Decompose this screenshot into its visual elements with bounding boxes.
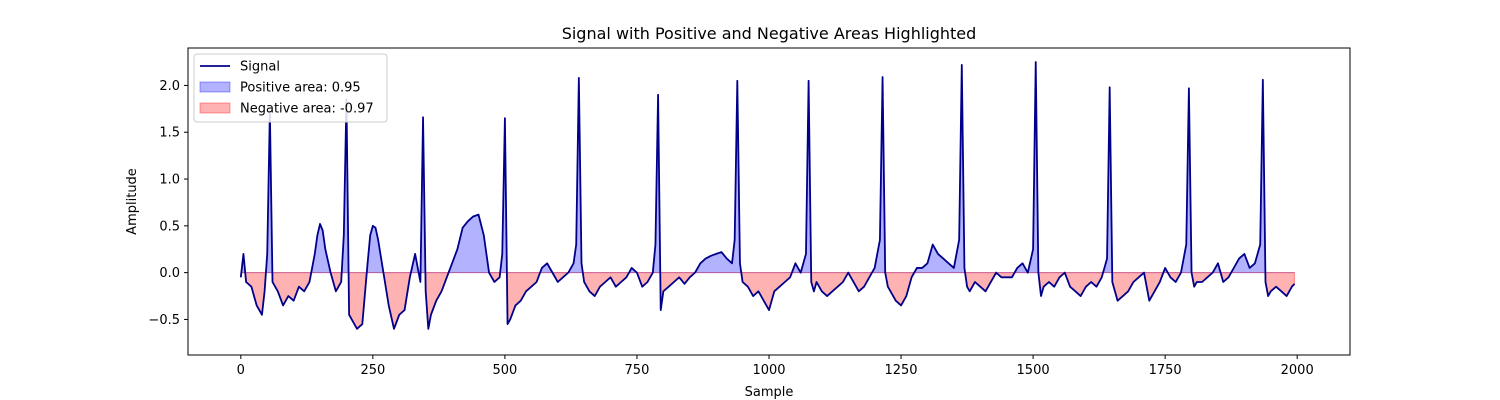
legend-label: Negative area: -0.97: [240, 102, 374, 117]
x-tick-label: 0: [237, 363, 245, 378]
positive-area-fill: [240, 62, 1295, 275]
chart-title: Signal with Positive and Negative Areas …: [562, 24, 977, 43]
x-tick-label: 1000: [752, 363, 785, 378]
x-tick-label: 1250: [884, 363, 917, 378]
legend-label: Positive area: 0.95: [240, 81, 361, 96]
y-axis-label: Amplitude: [125, 168, 140, 235]
x-tick-label: 1750: [1149, 363, 1182, 378]
legend-box: [193, 53, 388, 123]
signal-line: [239, 61, 1296, 330]
legend-negative-swatch: [199, 102, 231, 114]
legend: Signal Positive area: 0.95 Negative area: …: [193, 53, 388, 123]
x-axis-label: Sample: [745, 385, 794, 400]
y-tick-label: 1.5: [159, 126, 180, 141]
x-tick-label: 1500: [1017, 363, 1050, 378]
axes: 0 250 500 750 1000 1250 1500 1750 2000 −0.5 0.0 0.5…: [148, 47, 1351, 378]
y-tick-label: 0.5: [159, 219, 180, 234]
plot-area: [239, 61, 1296, 331]
legend-positive-swatch: [199, 81, 231, 93]
x-tick-label: 500: [492, 363, 517, 378]
y-tick-label: 0.0: [159, 266, 180, 281]
negative-area-fill: [240, 271, 1296, 331]
y-tick-label: 1.0: [159, 173, 180, 188]
legend-label: Signal: [240, 60, 280, 75]
x-tick-label: 250: [360, 363, 385, 378]
y-tick-label: 2.0: [159, 79, 180, 94]
x-tick-label: 2000: [1281, 363, 1314, 378]
y-tick-label: −0.5: [148, 313, 180, 328]
x-tick-label: 750: [625, 363, 650, 378]
